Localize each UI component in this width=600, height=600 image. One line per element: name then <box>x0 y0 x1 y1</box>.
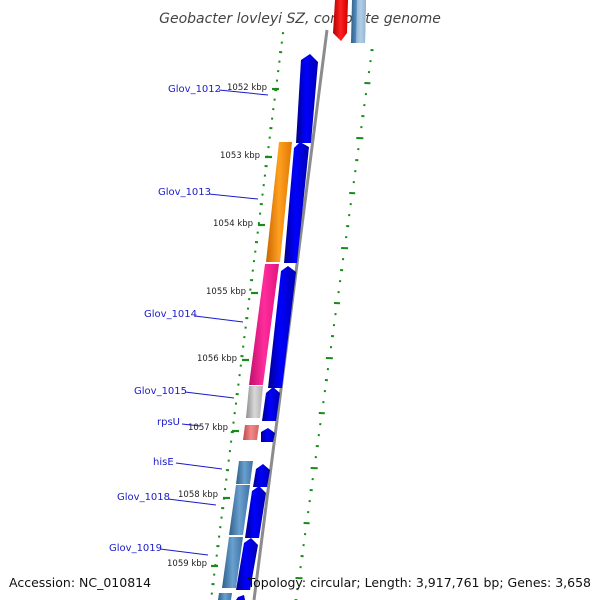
gene-blue-8[interactable] <box>236 538 258 590</box>
gene-label-glov-1014[interactable]: Glov_1014 <box>144 309 197 320</box>
gene-label-glov-1018[interactable]: Glov_1018 <box>117 492 170 503</box>
gene-glov-1019-steelblue[interactable] <box>222 537 243 588</box>
scale-label-1054: 1054 kbp <box>213 219 253 229</box>
gene-glov-1018-steelblue[interactable] <box>229 485 250 535</box>
gene-label-glov-1019[interactable]: Glov_1019 <box>109 543 162 554</box>
gene-blue-2[interactable] <box>284 142 309 263</box>
gene-blue-1[interactable] <box>296 54 318 143</box>
gene-blue-5[interactable] <box>261 428 275 442</box>
gene-hisE-steelblue[interactable] <box>236 461 253 484</box>
leader-line-glov-1013 <box>208 193 259 200</box>
leader-line-glov-1015 <box>184 391 235 399</box>
gene-label-glov-1013[interactable]: Glov_1013 <box>158 187 211 198</box>
gene-rpsU-salmon[interactable] <box>243 425 259 440</box>
genome-summary-text: Topology: circular; Length: 3,917,761 bp… <box>247 575 591 590</box>
leader-line-hisE <box>175 462 223 470</box>
accession-text: Accession: NC_010814 <box>9 575 151 590</box>
gene-blue-9[interactable] <box>236 595 245 600</box>
scale-labels: 1052 kbp 1053 kbp 1054 kbp 1055 kbp 1056… <box>167 83 279 569</box>
gene-label-glov-1015[interactable]: Glov_1015 <box>134 386 187 397</box>
leader-line-glov-1019 <box>159 548 209 556</box>
gene-lightsteel-top[interactable] <box>356 0 366 43</box>
gene-blue-3[interactable] <box>268 266 296 388</box>
gene-label-glov-1012[interactable]: Glov_1012 <box>168 84 221 95</box>
gene-steelblue-bottom[interactable] <box>218 593 232 600</box>
gene-glov-1014-pink[interactable] <box>249 264 279 385</box>
gene-blue-7[interactable] <box>245 486 266 538</box>
scale-label-1059: 1059 kbp <box>167 559 207 569</box>
leader-line-glov-1014 <box>194 315 244 323</box>
gene-glov-1013-orange[interactable] <box>266 142 292 262</box>
leader-line-glov-1012 <box>218 89 269 96</box>
gc-content-track <box>210 32 374 600</box>
scale-label-1055: 1055 kbp <box>206 287 246 297</box>
gene-glov-1015-gray[interactable] <box>246 386 263 418</box>
leader-line-rpsU <box>181 423 201 427</box>
scale-label-1052: 1052 kbp <box>227 83 267 93</box>
scale-label-1058: 1058 kbp <box>178 490 218 500</box>
gene-red-arrow[interactable] <box>333 0 348 41</box>
gene-blue-4[interactable] <box>262 387 280 421</box>
gene-labels: Glov_1012 Glov_1013 Glov_1014 Glov_1015 … <box>109 84 269 556</box>
scale-label-1053: 1053 kbp <box>220 151 260 161</box>
gene-blue-6[interactable] <box>253 464 270 487</box>
map-title: Geobacter lovleyi SZ, complete genome <box>159 11 441 27</box>
gene-label-rpsU[interactable]: rpsU <box>157 417 180 428</box>
scale-label-1057: 1057 kbp <box>188 423 228 433</box>
leader-line-glov-1018 <box>167 498 217 506</box>
scale-label-1056: 1056 kbp <box>197 354 237 364</box>
gene-label-hisE[interactable]: hisE <box>153 457 174 468</box>
